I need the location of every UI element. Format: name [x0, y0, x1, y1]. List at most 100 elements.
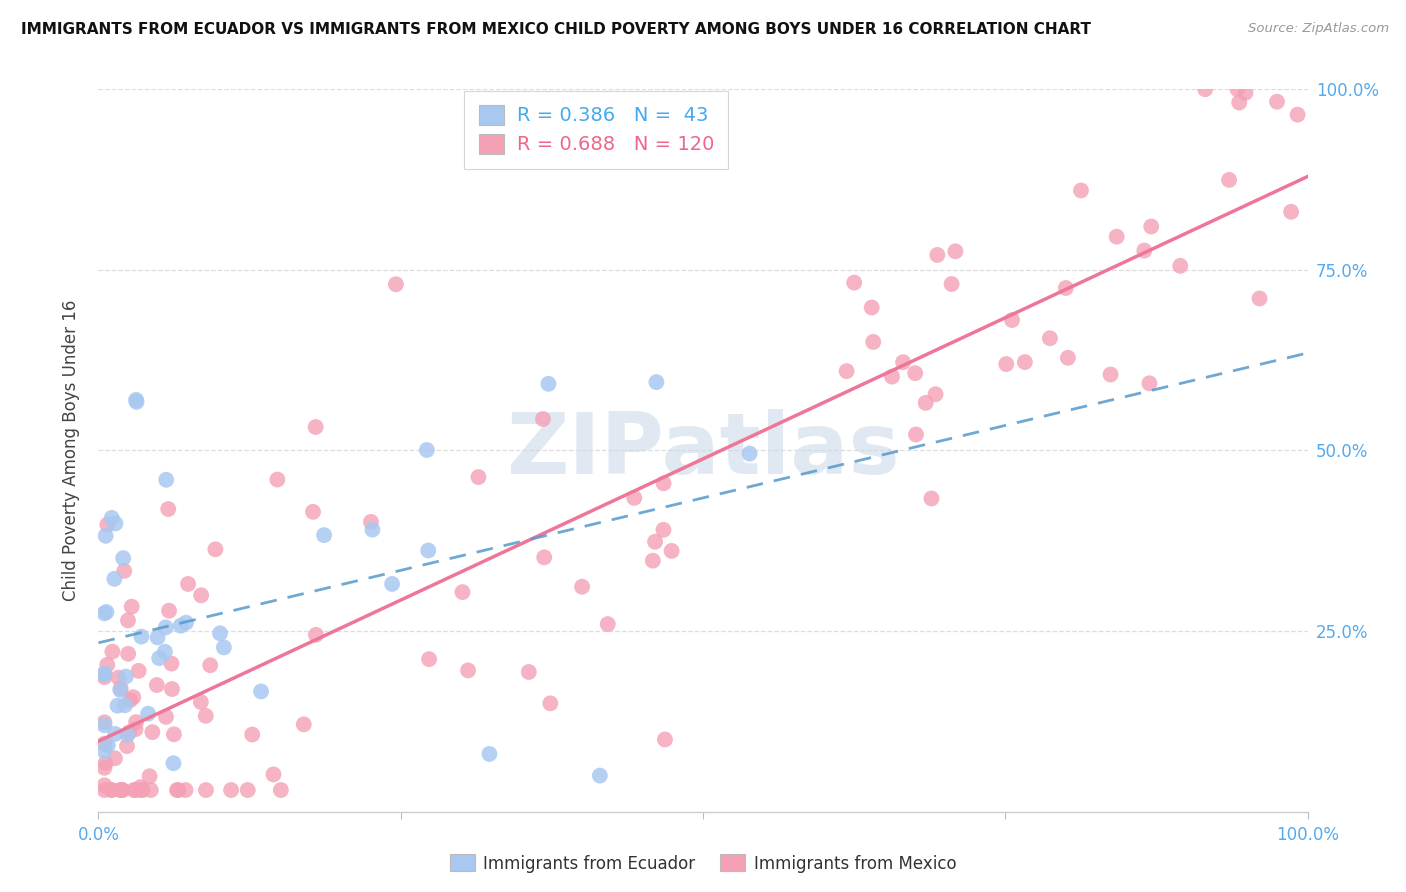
Point: [1140, 219, 1163, 234]
Point: [160, 657, 183, 671]
Point: [117, 614, 139, 628]
Point: [115, 739, 138, 753]
Point: [860, 301, 883, 315]
Point: [94, 756, 117, 771]
Point: [270, 783, 292, 797]
Point: [177, 577, 200, 591]
Point: [644, 534, 666, 549]
Point: [1226, 82, 1249, 96]
Point: [844, 276, 866, 290]
Point: [121, 599, 143, 614]
Point: [194, 783, 217, 797]
Point: [250, 684, 273, 698]
Point: [146, 678, 169, 692]
Point: [93, 778, 115, 792]
Point: [157, 604, 180, 618]
Point: [141, 725, 163, 739]
Point: [531, 412, 554, 426]
Point: [1249, 292, 1271, 306]
Point: [124, 722, 146, 736]
Point: [200, 658, 222, 673]
Point: [93, 761, 115, 775]
Point: [204, 542, 226, 557]
Point: [117, 647, 139, 661]
Point: [93, 715, 115, 730]
Point: [157, 502, 180, 516]
Point: [266, 473, 288, 487]
Point: [537, 376, 560, 391]
Point: [93, 737, 115, 751]
Point: [104, 727, 127, 741]
Point: [162, 756, 184, 771]
Point: [117, 728, 139, 742]
Point: [589, 769, 612, 783]
Point: [124, 783, 146, 797]
Point: [93, 666, 115, 681]
Point: [104, 516, 127, 531]
Point: [120, 693, 142, 707]
Text: IMMIGRANTS FROM ECUADOR VS IMMIGRANTS FROM MEXICO CHILD POVERTY AMONG BOYS UNDER: IMMIGRANTS FROM ECUADOR VS IMMIGRANTS FR…: [21, 22, 1091, 37]
Point: [129, 783, 152, 797]
Point: [360, 515, 382, 529]
Y-axis label: Child Poverty Among Boys Under 16: Child Poverty Among Boys Under 16: [62, 300, 80, 601]
Point: [118, 725, 141, 739]
Point: [103, 572, 125, 586]
Point: [96, 657, 118, 672]
Point: [166, 783, 188, 797]
Point: [1234, 86, 1257, 100]
Point: [93, 718, 115, 732]
Point: [1218, 173, 1240, 187]
Point: [478, 747, 501, 761]
Point: [93, 783, 115, 797]
Point: [112, 564, 135, 578]
Point: [1227, 95, 1250, 110]
Point: [163, 727, 186, 741]
Point: [571, 580, 593, 594]
Point: [131, 630, 153, 644]
Point: [891, 355, 914, 369]
Point: [155, 710, 177, 724]
Point: [645, 375, 668, 389]
Point: [835, 364, 858, 378]
Point: [1039, 331, 1062, 345]
Point: [111, 783, 134, 797]
Point: [924, 387, 946, 401]
Point: [927, 248, 949, 262]
Point: [738, 446, 761, 460]
Point: [97, 738, 120, 752]
Point: [93, 670, 115, 684]
Point: [904, 427, 927, 442]
Point: [100, 511, 122, 525]
Point: [96, 517, 118, 532]
Point: [110, 783, 132, 797]
Point: [945, 244, 967, 259]
Point: [93, 744, 115, 758]
Point: [110, 683, 132, 698]
Point: [451, 585, 474, 599]
Text: Source: ZipAtlas.com: Source: ZipAtlas.com: [1249, 22, 1389, 36]
Point: [153, 645, 176, 659]
Point: [1286, 108, 1309, 122]
Point: [1001, 313, 1024, 327]
Point: [361, 523, 384, 537]
Point: [1099, 368, 1122, 382]
Point: [94, 529, 117, 543]
Point: [416, 442, 439, 457]
Point: [1105, 229, 1128, 244]
Point: [110, 783, 132, 797]
Point: [418, 543, 440, 558]
Point: [146, 631, 169, 645]
Point: [107, 671, 129, 685]
Point: [174, 615, 197, 630]
Point: [995, 357, 1018, 371]
Point: [533, 550, 555, 565]
Legend: R = 0.386   N =  43, R = 0.688   N = 120: R = 0.386 N = 43, R = 0.688 N = 120: [464, 91, 728, 169]
Point: [136, 706, 159, 721]
Point: [385, 277, 408, 292]
Point: [190, 695, 212, 709]
Point: [209, 626, 232, 640]
Point: [1194, 82, 1216, 96]
Point: [138, 769, 160, 783]
Point: [167, 783, 190, 797]
Point: [139, 783, 162, 797]
